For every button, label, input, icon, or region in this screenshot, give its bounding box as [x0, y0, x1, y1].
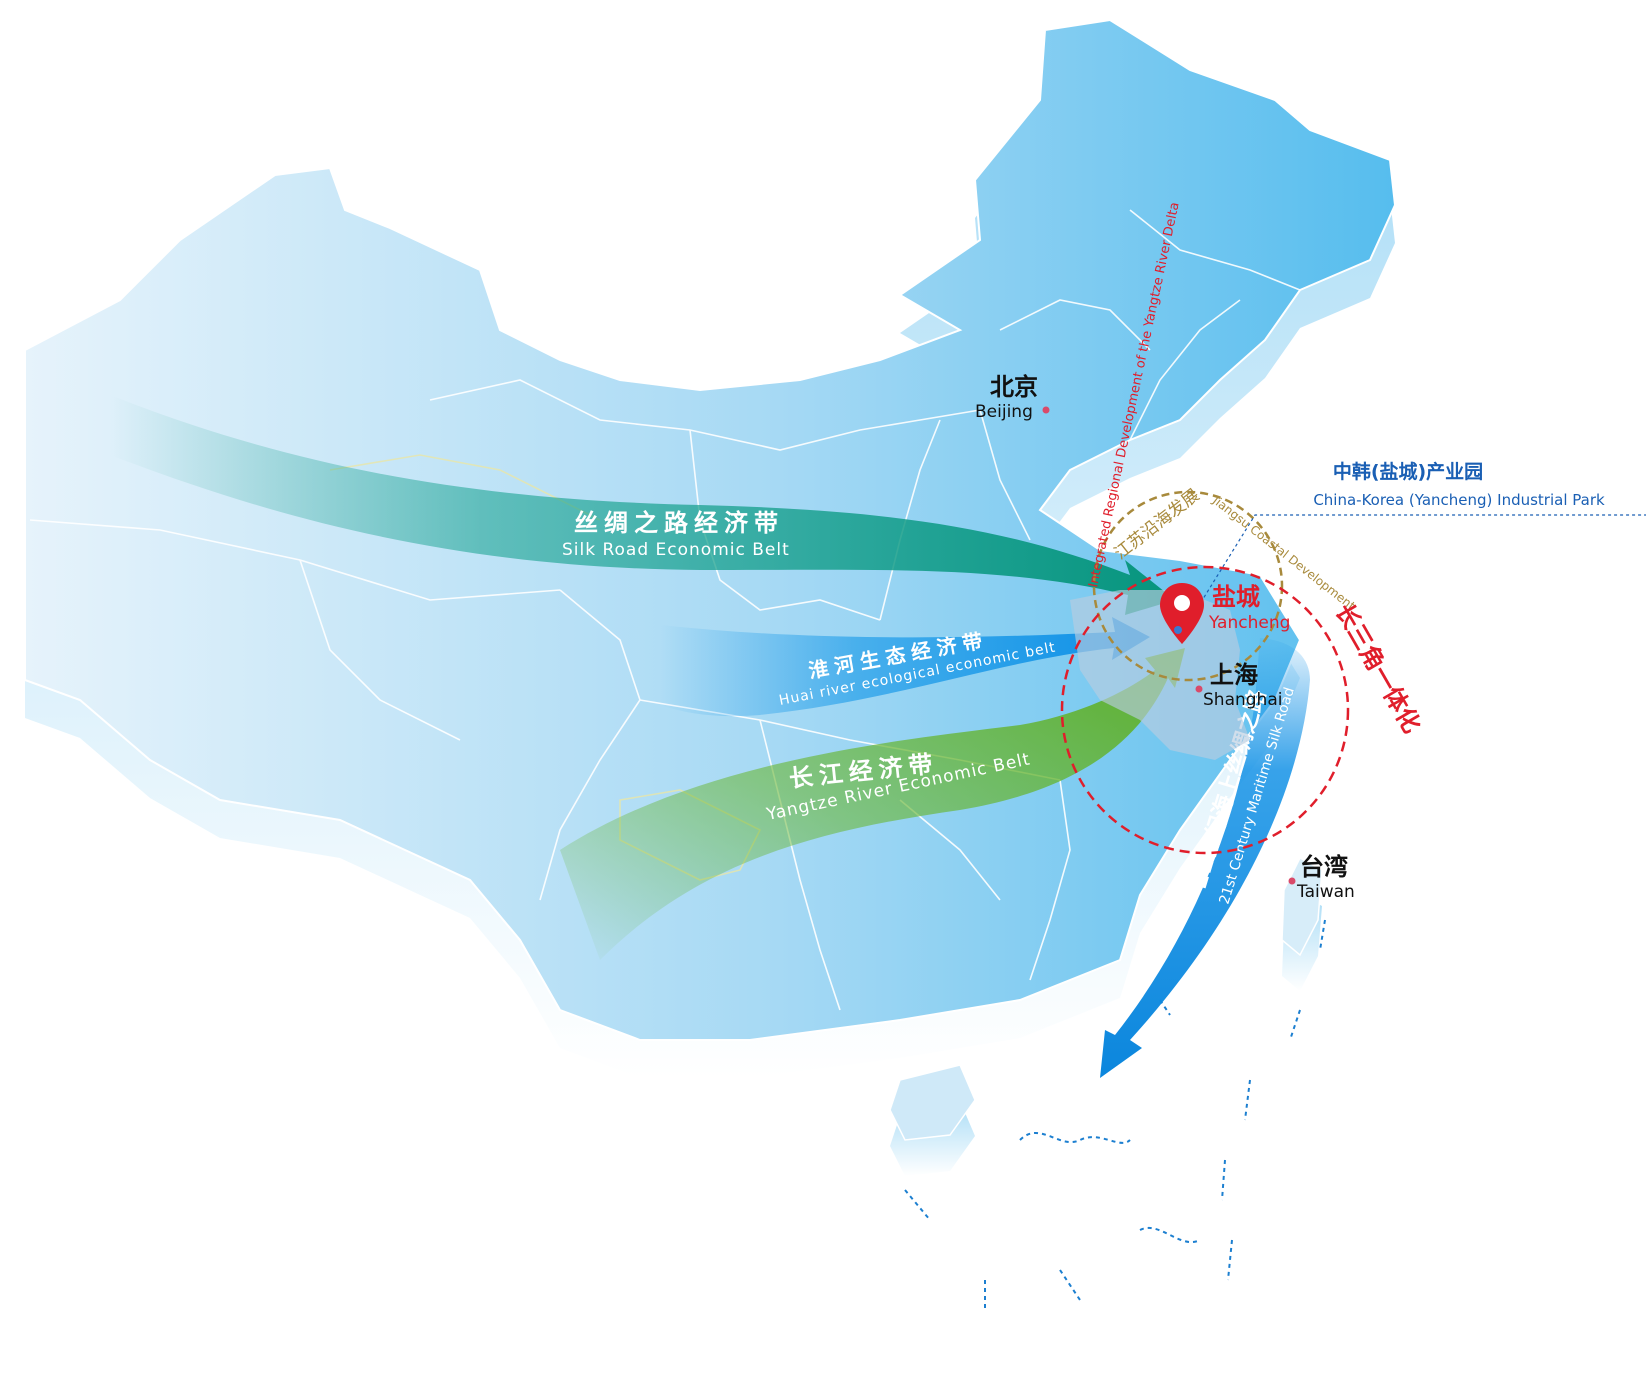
taiwan-island — [1281, 856, 1323, 991]
silk-road-label-en: Silk Road Economic Belt — [562, 540, 790, 560]
shanghai-label-cn: 上海 — [1210, 661, 1258, 689]
delta-label-cn: 长三角一体化 — [1330, 599, 1426, 738]
taiwan-marker: 台湾 Taiwan — [1288, 853, 1355, 902]
taiwan-label-cn: 台湾 — [1300, 853, 1348, 881]
park-label-en: China-Korea (Yancheng) Industrial Park — [1313, 491, 1605, 509]
beijing-dot — [1042, 406, 1050, 414]
park-callout: 中韩(盐城)产业园 China-Korea (Yancheng) Industr… — [1184, 460, 1646, 629]
park-label-cn: 中韩(盐城)产业园 — [1333, 460, 1483, 483]
silk-road-label-cn: 丝绸之路经济带 — [574, 509, 784, 537]
yancheng-marker: 盐城 Yancheng — [1160, 583, 1290, 644]
taiwan-dot — [1288, 877, 1296, 885]
taiwan-label-en: Taiwan — [1296, 882, 1355, 902]
hainan-island — [889, 1064, 976, 1176]
shanghai-dot — [1195, 685, 1203, 693]
beijing-marker: 北京 Beijing — [975, 373, 1050, 422]
location-pin-icon — [1160, 583, 1204, 644]
south-china-sea-marks — [904, 919, 1326, 1310]
shanghai-label-en: Shanghai — [1203, 690, 1282, 710]
beijing-label-en: Beijing — [975, 402, 1033, 422]
yancheng-dot — [1174, 626, 1182, 634]
silk-road-arrow: 丝绸之路经济带 Silk Road Economic Belt — [110, 395, 1175, 615]
shanghai-marker: 上海 Shanghai — [1195, 661, 1282, 710]
yancheng-label-en: Yancheng — [1208, 613, 1290, 633]
beijing-label-cn: 北京 — [990, 373, 1038, 401]
yancheng-label-cn: 盐城 — [1212, 583, 1260, 611]
